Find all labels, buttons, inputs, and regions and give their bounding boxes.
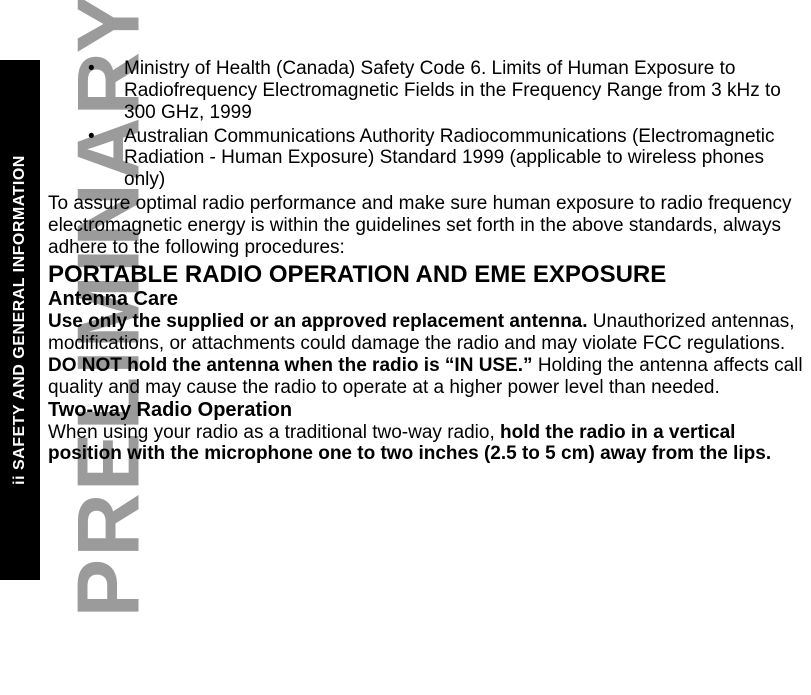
sidebar-tab: ii SAFETY AND GENERAL INFORMATION: [0, 60, 40, 580]
bullet-text: Ministry of Health (Canada) Safety Code …: [124, 58, 803, 124]
list-item: • Ministry of Health (Canada) Safety Cod…: [88, 58, 803, 124]
page-number: ii: [11, 475, 28, 485]
heading-2-twoway: Two-way Radio Operation: [48, 399, 803, 422]
bullet-text: Australian Communications Authority Radi…: [124, 126, 803, 192]
intro-paragraph: To assure optimal radio performance and …: [48, 193, 803, 259]
heading-1: PORTABLE RADIO OPERATION AND EME EXPOSUR…: [48, 261, 803, 289]
donot-paragraph: DO NOT hold the antenna when the radio i…: [48, 355, 803, 399]
bullet-marker: •: [88, 126, 124, 192]
heading-2-antenna: Antenna Care: [48, 288, 803, 311]
document-content: • Ministry of Health (Canada) Safety Cod…: [48, 58, 803, 465]
list-item: • Australian Communications Authority Ra…: [88, 126, 803, 192]
sidebar-label: SAFETY AND GENERAL INFORMATION: [11, 155, 28, 470]
donot-bold: DO NOT hold the antenna when the radio i…: [48, 355, 538, 376]
twoway-paragraph: When using your radio as a traditional t…: [48, 422, 803, 466]
bullet-list: • Ministry of Health (Canada) Safety Cod…: [88, 58, 803, 191]
antenna-paragraph: Use only the supplied or an approved rep…: [48, 311, 803, 355]
bullet-marker: •: [88, 58, 124, 124]
twoway-lead: When using your radio as a traditional t…: [48, 422, 500, 443]
sidebar-tab-text: ii SAFETY AND GENERAL INFORMATION: [11, 155, 29, 485]
antenna-bold: Use only the supplied or an approved rep…: [48, 311, 593, 332]
